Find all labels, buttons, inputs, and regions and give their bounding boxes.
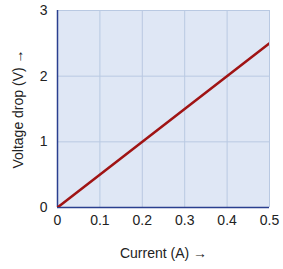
svg-text:0.1: 0.1 [90, 212, 110, 228]
svg-text:0: 0 [40, 199, 48, 215]
svg-text:2: 2 [40, 68, 48, 84]
svg-text:0.3: 0.3 [175, 212, 195, 228]
svg-text:0.5: 0.5 [260, 212, 280, 228]
svg-text:0.4: 0.4 [217, 212, 237, 228]
svg-text:Voltage drop (V) →: Voltage drop (V) → [10, 49, 26, 168]
svg-text:Current (A) →: Current (A) → [120, 245, 207, 261]
svg-text:1: 1 [40, 133, 48, 149]
svg-text:0: 0 [54, 212, 62, 228]
svg-text:3: 3 [40, 2, 48, 18]
svg-text:0.2: 0.2 [133, 212, 153, 228]
